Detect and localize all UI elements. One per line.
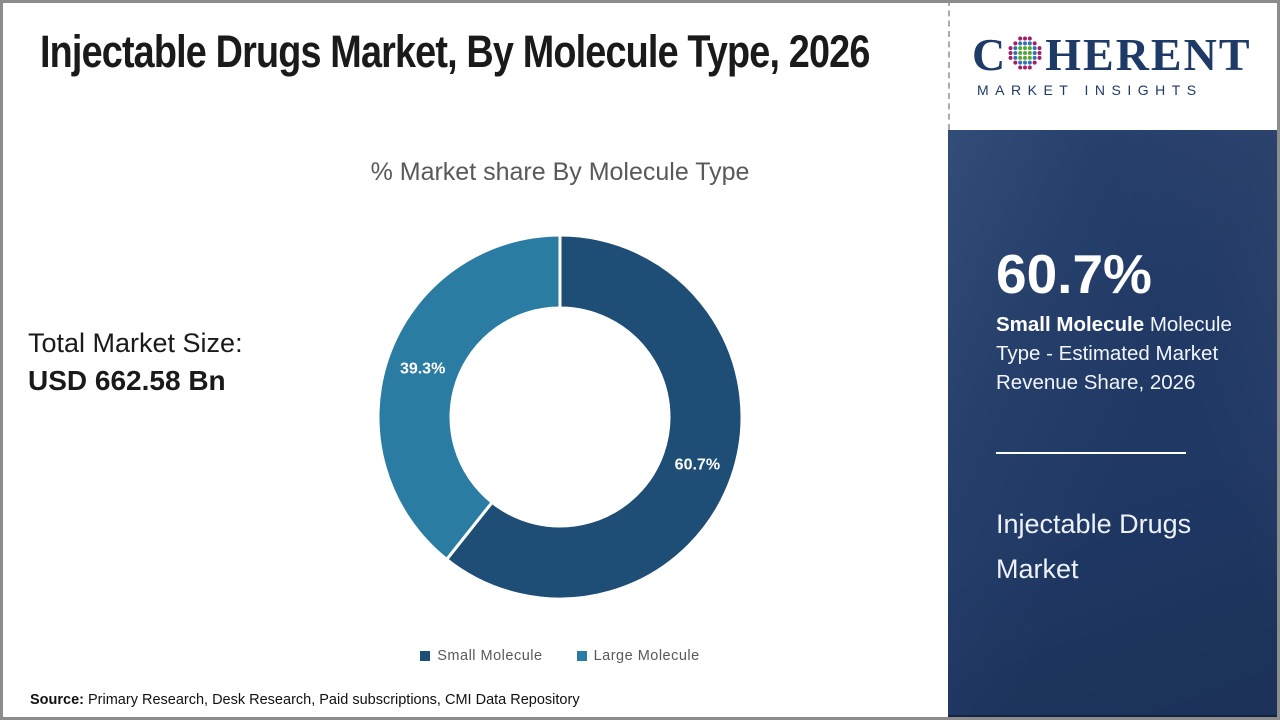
chart-legend: Small Molecule Large Molecule [160,648,960,664]
legend-item-small-molecule: Small Molecule [420,648,542,664]
legend-swatch-icon [420,651,431,661]
slice-data-label: 60.7% [675,456,720,473]
legend-label: Small Molecule [437,648,543,664]
page-title: Injectable Drugs Market, By Molecule Typ… [40,26,870,77]
sidebar-market-name: Injectable Drugs Market [996,509,1192,584]
highlight-sidebar: 60.7% Small Molecule Molecule Type - Est… [948,130,1280,720]
source-label: Source: [30,692,84,708]
sidebar-stat-caption: Small Molecule Molecule Type - Estimated… [996,310,1258,397]
logo-word-herent: HERENT [1045,29,1252,80]
sidebar-stat-description: Molecule Type - Estimated Market Revenue… [996,313,1232,394]
donut-slice-large-molecule [376,233,562,561]
total-market-block: Total Market Size: USD 662.58 Bn [28,324,243,400]
chart-title: % Market share By Molecule Type [370,158,750,186]
sidebar-stat-segment: Small Molecule [996,313,1145,336]
logo-letter-c: C [972,29,1006,80]
sidebar-divider [996,452,1186,454]
donut-slice-small-molecule [445,233,744,601]
legend-label: Large Molecule [593,648,700,664]
source-text: Primary Research, Desk Research, Paid su… [88,692,580,708]
slice-data-label: 39.3% [400,361,445,378]
globe-dots-icon [1008,36,1042,70]
source-line: Source: Primary Research, Desk Research, … [30,692,580,708]
donut-chart: 60.7% 39.3% [340,197,780,637]
legend-swatch-icon [576,651,587,661]
sidebar-stat-value: 60.7% [996,243,1152,305]
total-market-label: Total Market Size: [28,328,243,358]
total-market-value: USD 662.58 Bn [28,365,226,396]
brand-logotype: C HERENT [972,32,1280,78]
donut-chart-svg: 60.7% 39.3% [376,233,744,601]
legend-item-large-molecule: Large Molecule [576,648,700,664]
logo-tagline: MARKET INSIGHTS [977,82,1203,98]
brand-logo: C HERENT MARKET INSIGHTS [948,0,1280,130]
